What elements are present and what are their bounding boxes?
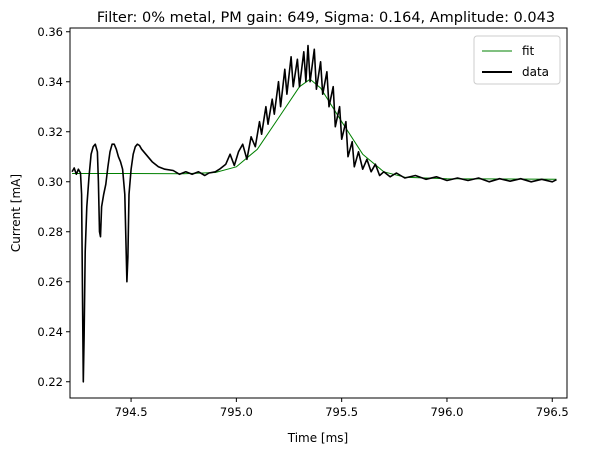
x-tick-label: 795.0 bbox=[220, 405, 253, 419]
y-tick-label: 0.24 bbox=[37, 325, 63, 339]
legend-label-data: data bbox=[522, 65, 549, 79]
x-axis: 794.5 795.0 795.5 796.0 796.5 bbox=[115, 398, 569, 419]
chart-title: Filter: 0% metal, PM gain: 649, Sigma: 0… bbox=[97, 10, 555, 26]
y-tick-label: 0.34 bbox=[37, 75, 63, 89]
x-tick-label: 796.5 bbox=[536, 405, 569, 419]
legend-label-fit: fit bbox=[522, 44, 535, 58]
axes-frame bbox=[69, 27, 568, 399]
y-tick-label: 0.26 bbox=[37, 275, 63, 289]
y-tick-label: 0.36 bbox=[37, 25, 63, 39]
series-line-fit bbox=[72, 78, 557, 180]
y-tick-label: 0.30 bbox=[37, 175, 63, 189]
y-tick-label: 0.32 bbox=[37, 125, 63, 139]
y-tick-label: 0.22 bbox=[37, 375, 63, 389]
y-axis: 0.22 0.24 0.26 0.28 0.30 0.32 0.34 0.36 bbox=[37, 25, 70, 389]
y-tick-label: 0.28 bbox=[37, 225, 63, 239]
x-tick-label: 796.0 bbox=[430, 405, 463, 419]
x-tick-label: 795.5 bbox=[325, 405, 358, 419]
y-axis-label: Current [mA] bbox=[9, 174, 23, 252]
x-axis-label: Time [ms] bbox=[287, 431, 349, 445]
plot-area bbox=[71, 44, 557, 383]
series-line-data bbox=[71, 44, 557, 383]
legend: fit data bbox=[473, 35, 561, 85]
x-tick-label: 794.5 bbox=[115, 405, 148, 419]
